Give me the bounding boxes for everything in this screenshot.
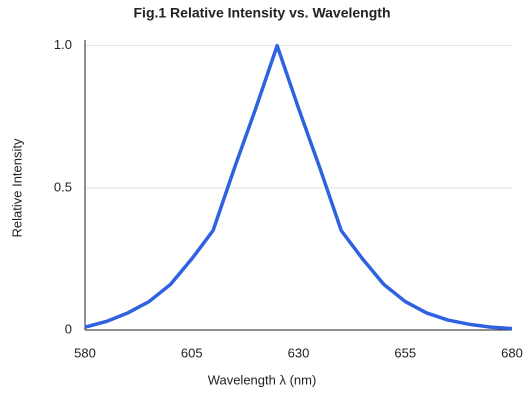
- x-axis-label: Wavelength λ (nm): [208, 372, 317, 387]
- y-tick-label: 0.5: [54, 179, 72, 194]
- y-axis-label: Relative Intensity: [9, 138, 24, 237]
- x-tick-label: 680: [501, 345, 523, 360]
- y-tick-label: 1.0: [54, 37, 72, 52]
- chart-title: Fig.1 Relative Intensity vs. Wavelength: [134, 5, 391, 21]
- x-tick-label: 655: [394, 345, 416, 360]
- line-series: [84, 43, 513, 331]
- x-tick-label: 630: [288, 345, 310, 360]
- x-tick-label: 605: [181, 345, 203, 360]
- y-tick-label: 0: [65, 321, 72, 336]
- x-tick-label: 580: [74, 345, 96, 360]
